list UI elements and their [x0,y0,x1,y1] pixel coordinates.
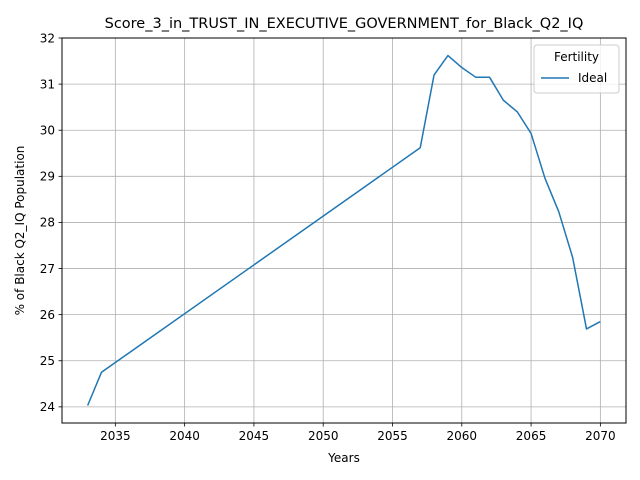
grid-lines [62,37,626,423]
y-tick-label: 30 [40,124,55,138]
x-tick-label: 2050 [308,429,339,443]
x-axis-ticks: 2035 2040 2045 2050 2055 2060 2065 2070 [100,423,616,443]
y-tick-label: 27 [40,262,55,276]
x-tick-label: 2040 [169,429,200,443]
y-tick-label: 32 [40,31,55,45]
legend-box [533,44,620,94]
x-tick-label: 2070 [585,429,616,443]
y-tick-label: 24 [40,400,55,414]
y-tick-label: 26 [40,308,55,322]
legend-label-ideal: Ideal [578,71,607,85]
legend: Fertility Ideal [533,44,620,94]
x-axis-title: Years [327,451,360,465]
series-layer [86,54,601,406]
series-line-ideal [86,54,601,406]
x-tick-label: 2060 [447,429,478,443]
chart-title: Score_3_in_TRUST_IN_EXECUTIVE_GOVERNMENT… [105,16,584,32]
y-tick-label: 25 [40,354,55,368]
x-tick-label: 2035 [100,429,131,443]
x-tick-label: 2065 [516,429,547,443]
y-tick-label: 31 [40,77,55,91]
x-tick-label: 2045 [239,429,270,443]
y-tick-label: 29 [40,170,55,184]
legend-title: Fertility [554,50,599,64]
plot-frame [61,37,627,424]
y-tick-label: 28 [40,216,55,230]
y-axis-ticks: 24 25 26 27 28 29 30 31 32 [40,31,62,414]
y-axis-title: % of Black Q2_IQ Population [13,146,27,316]
x-tick-label: 2055 [377,429,408,443]
